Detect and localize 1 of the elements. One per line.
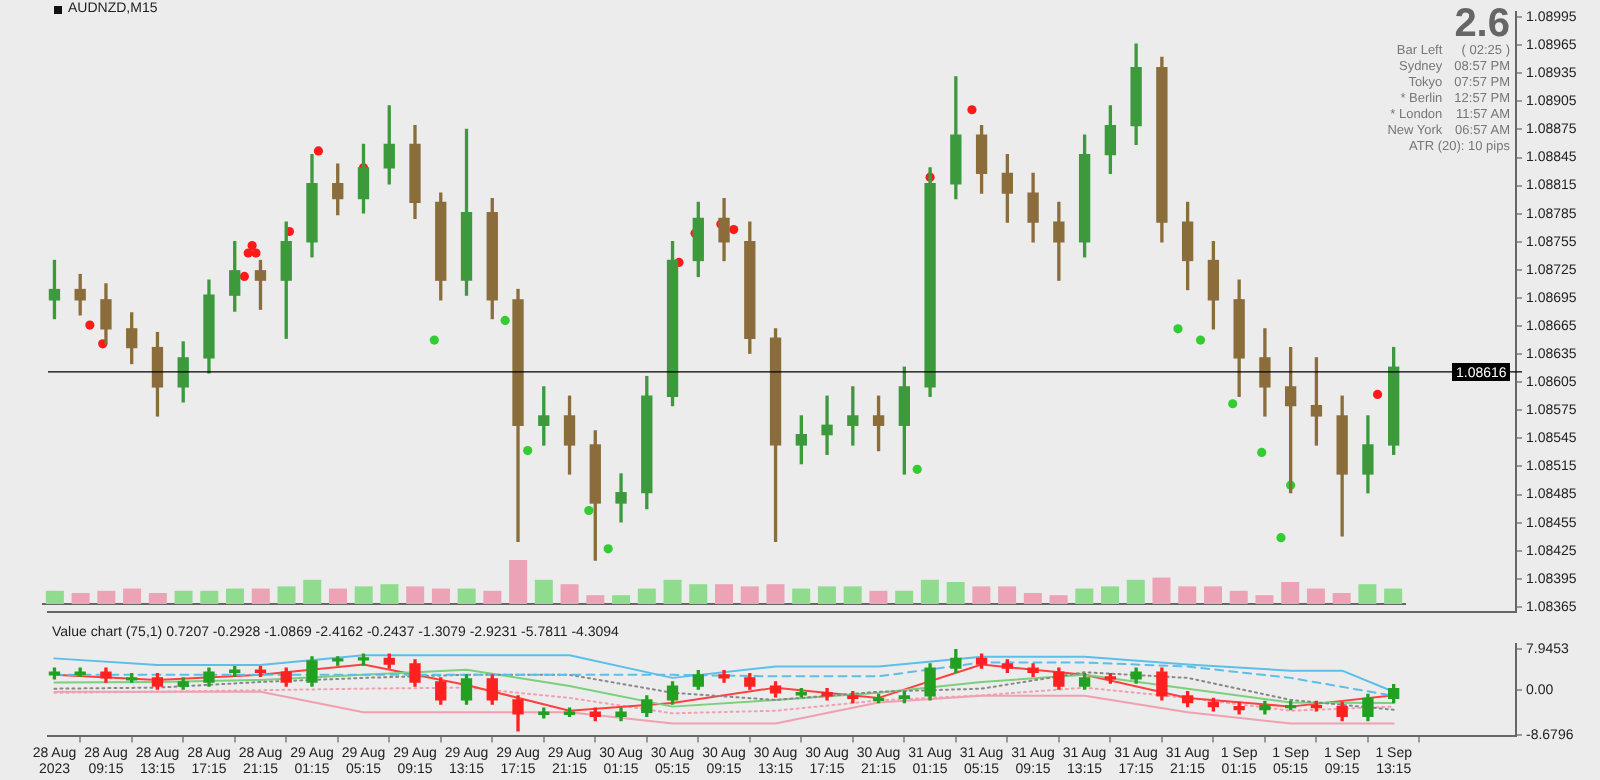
annotation: 2.6: [1452, 2, 1510, 46]
